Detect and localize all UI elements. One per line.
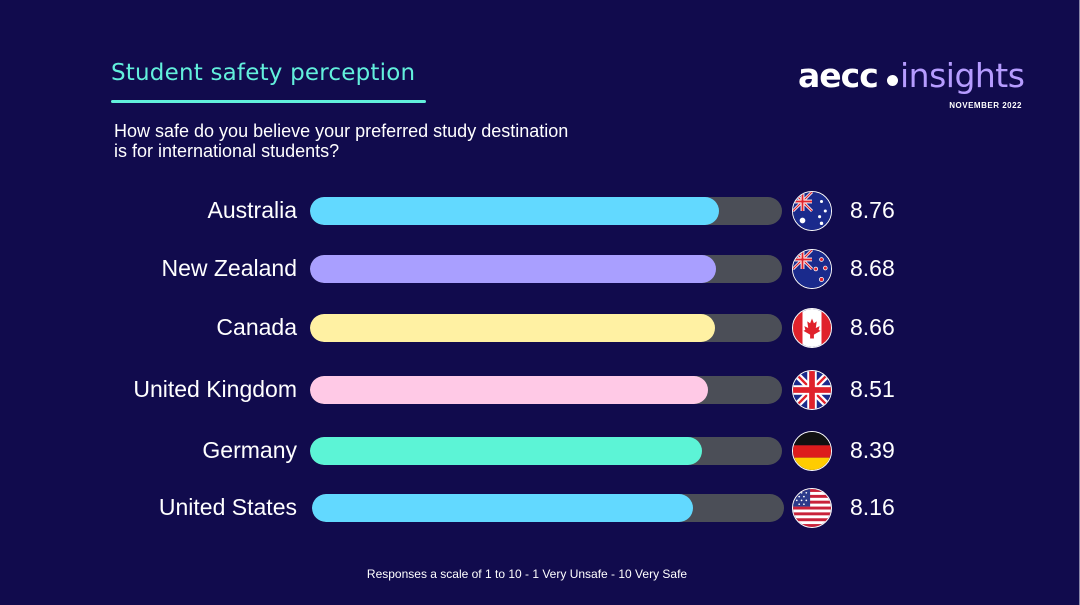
bar [310,197,719,225]
category-label: Canada [216,314,297,340]
united-kingdom-flag-icon [792,370,832,410]
bar-row: Canada 8.66 [0,308,1080,348]
bar [312,494,693,522]
bar-row: United Kingdom 8.51 [0,370,1080,410]
category-label: New Zealand [161,255,297,281]
aecc-insights-logo: aecc insights NOVEMBER 2022 [798,56,1025,116]
logo-dot [887,75,898,86]
bar [310,314,715,342]
bar-row: New Zealand 8.68 [0,249,1080,289]
bar [310,255,716,283]
chart-title: Student safety perception [111,60,416,86]
bar-track [310,437,782,465]
bar [310,437,702,465]
new-zealand-flag-icon [792,249,832,289]
value-label: 8.66 [850,314,895,340]
logo-date: NOVEMBER 2022 [949,101,1022,110]
bar [310,376,708,404]
bar-track [310,376,782,404]
germany-flag-icon [792,431,832,471]
bar-track [312,494,784,522]
value-label: 8.16 [850,494,895,520]
australia-flag-icon [792,191,832,231]
bar-track [310,197,782,225]
category-label: Germany [202,437,297,463]
scale-footnote: Responses a scale of 1 to 10 - 1 Very Un… [366,567,688,581]
value-label: 8.68 [850,255,895,281]
category-label: United Kingdom [133,376,297,402]
chart-subtitle: How safe do you believe your preferred s… [114,121,569,161]
united-states-flag-icon [792,488,832,528]
logo-product-text: insights [900,56,1025,95]
canada-flag-icon [792,308,832,348]
category-label: United States [158,494,297,520]
value-label: 8.76 [850,197,895,223]
bar-row: United States 8.16 [0,488,1080,528]
title-underline [111,100,426,103]
bar-track [310,255,782,283]
bar-row: Australia 8.76 [0,191,1080,231]
bar-row: Germany 8.39 [0,431,1080,471]
category-label: Australia [207,197,297,223]
logo-brand-text: aecc [798,56,879,95]
value-label: 8.51 [850,376,895,402]
value-label: 8.39 [850,437,895,463]
bar-track [310,314,782,342]
